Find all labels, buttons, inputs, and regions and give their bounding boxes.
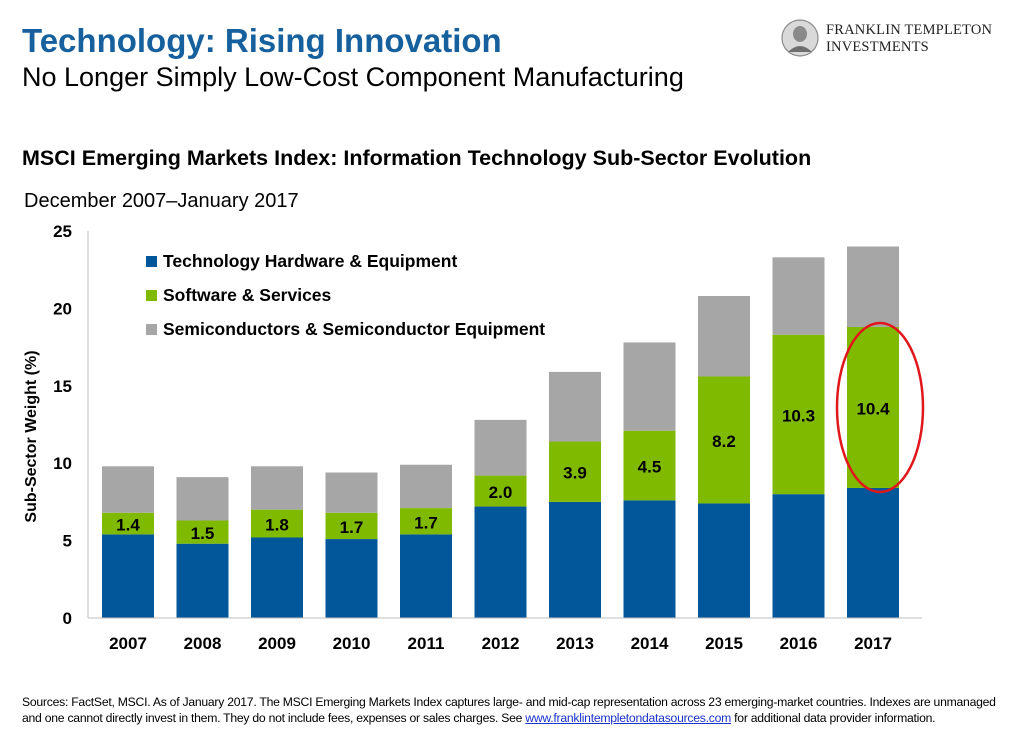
data-label-2011: 1.7 (414, 513, 438, 532)
brand-name: FRANKLIN TEMPLETON INVESTMENTS (826, 22, 992, 56)
y-tick-label: 25 (53, 222, 72, 241)
data-label-2013: 3.9 (563, 464, 587, 483)
data-label-2016: 10.3 (782, 406, 815, 425)
bar-2014-series-2 (623, 342, 676, 431)
data-label-2008: 1.5 (191, 524, 215, 543)
bar-2017-series-2 (847, 246, 899, 327)
source-link[interactable]: www.franklintempletondatasources.com (525, 711, 732, 725)
bar-2011-series-2 (400, 464, 452, 509)
stacked-bar-chart: 0 5 10 15 20 25 Sub-Sector Weight (%) 1.4 2007 1.… (23, 222, 925, 653)
brand-line-2: INVESTMENTS (826, 39, 929, 55)
data-label-2014: 4.5 (638, 458, 662, 477)
bar-2011-series-0 (400, 534, 452, 618)
x-tick-label: 2012 (482, 634, 520, 653)
data-label-2007: 1.4 (116, 516, 140, 535)
x-tick-label: 2009 (258, 634, 296, 653)
bar-2011-series-1 (400, 508, 452, 535)
brand-logo[interactable]: FRANKLIN TEMPLETON INVESTMENTS (780, 18, 1000, 58)
y-tick-label: 5 (63, 532, 72, 551)
bar-2010-series-2 (325, 472, 378, 513)
bar-2008-series-1 (176, 520, 229, 544)
bar-2013-series-1 (549, 441, 601, 502)
y-tick-label: 0 (63, 609, 72, 628)
legend-label-0: Technology Hardware & Equipment (163, 251, 457, 271)
bar-2016-series-1 (772, 334, 825, 495)
page-subtitle: No Longer Simply Low-Cost Component Manu… (22, 62, 684, 92)
x-tick-label: 2014 (631, 634, 669, 653)
bar-2013-series-2 (549, 371, 601, 442)
bar-2012-series-2 (474, 419, 527, 476)
franklin-portrait-seal-icon (781, 19, 819, 57)
page-title: Technology: Rising Innovation (22, 22, 502, 59)
source-footnote: Sources: FactSet, MSCI. As of January 20… (22, 694, 1002, 726)
bar-2010-series-0 (325, 539, 378, 618)
brand-line-1: FRANKLIN TEMPLETON (826, 22, 993, 38)
legend-swatch-0 (146, 256, 157, 267)
x-tick-label: 2007 (109, 634, 147, 653)
bar-2014-series-0 (623, 500, 676, 618)
legend-swatch-2 (146, 324, 157, 335)
bar-2012-series-1 (474, 475, 527, 507)
bar-2015-series-1 (698, 376, 750, 504)
data-label-2010: 1.7 (340, 518, 364, 537)
bar-2017-series-1 (847, 326, 899, 488)
x-tick-label: 2016 (780, 634, 818, 653)
x-tick-label: 2013 (556, 634, 594, 653)
bar-2008-series-0 (176, 543, 229, 618)
bar-2007-series-2 (102, 466, 154, 513)
source-text-tail: for additional data provider information… (731, 711, 936, 725)
data-label-2017: 10.4 (856, 399, 890, 418)
bar-2008-series-2 (176, 477, 229, 521)
chart-title: MSCI Emerging Markets Index: Information… (22, 146, 812, 170)
bar-2010-series-1 (325, 512, 378, 540)
data-label-2009: 1.8 (265, 516, 289, 535)
bar-2015-series-2 (698, 296, 750, 377)
bar-2014-series-1 (623, 430, 676, 501)
x-tick-label: 2010 (333, 634, 371, 653)
bar-2013-series-0 (549, 501, 601, 618)
legend-swatch-1 (146, 290, 157, 301)
bar-2016-series-2 (772, 257, 825, 335)
bar-2007-series-0 (102, 534, 154, 618)
bar-2009-series-1 (251, 509, 303, 538)
data-label-2012: 2.0 (489, 483, 513, 502)
bar-2009-series-0 (251, 537, 303, 618)
bar-2012-series-0 (474, 506, 527, 618)
legend-label-1: Software & Services (163, 285, 332, 305)
bar-2009-series-2 (251, 466, 303, 510)
data-label-2015: 8.2 (712, 432, 736, 451)
chart-date-range: December 2007–January 2017 (24, 190, 299, 212)
x-tick-label: 2008 (184, 634, 222, 653)
y-axis-label: Sub-Sector Weight (%) (23, 350, 40, 522)
y-tick-label: 15 (53, 377, 72, 396)
bar-2017-series-0 (847, 487, 899, 618)
bar-2016-series-0 (772, 494, 825, 618)
highlight-ellipse-2017 (835, 321, 925, 494)
y-tick-label: 20 (53, 299, 72, 318)
bar-2007-series-1 (102, 512, 154, 535)
x-tick-label: 2017 (854, 634, 892, 653)
x-tick-label: 2011 (408, 634, 445, 653)
legend-label-2: Semiconductors & Semiconductor Equipment (163, 319, 545, 339)
source-text: Sources: FactSet, MSCI. As of January 20… (22, 695, 996, 725)
y-tick-label: 10 (53, 454, 72, 473)
bar-2015-series-0 (698, 503, 750, 618)
x-tick-label: 2015 (705, 634, 743, 653)
